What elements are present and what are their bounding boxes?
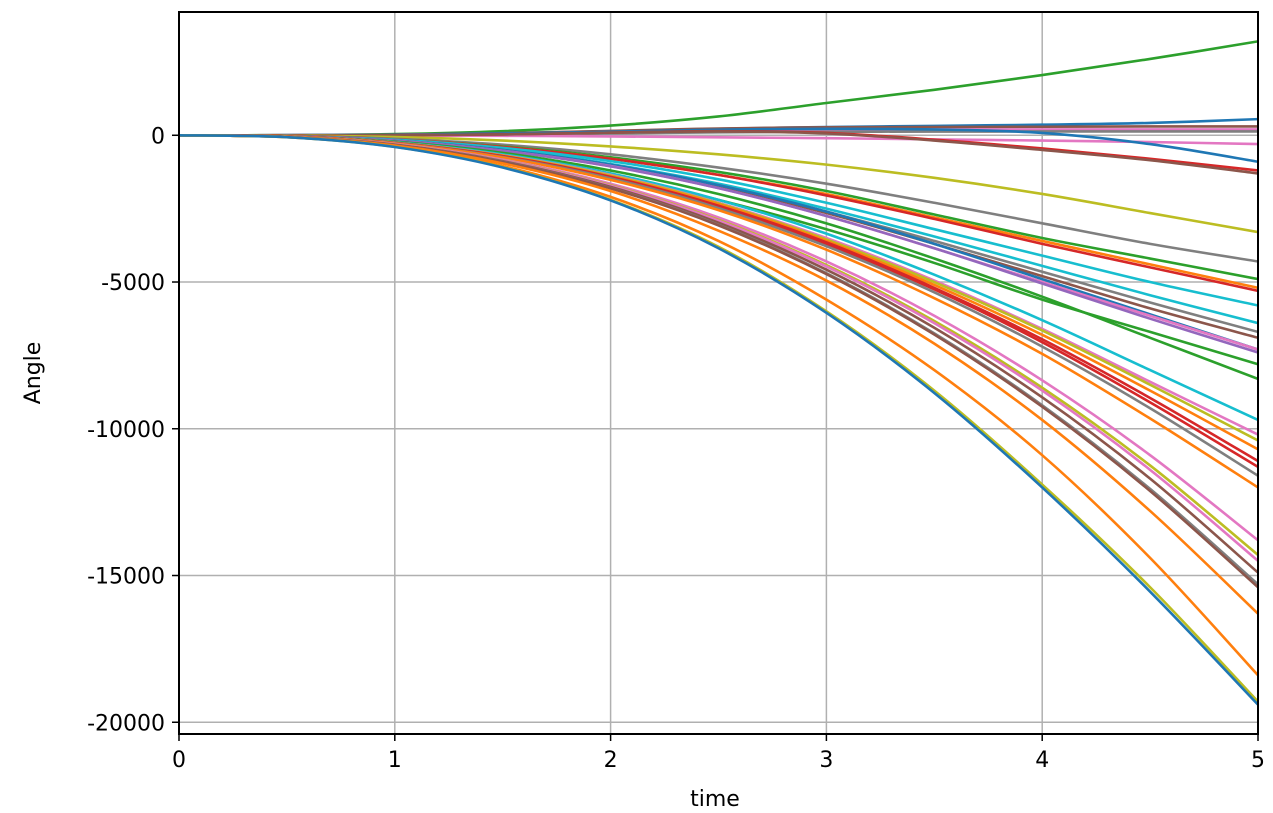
x-axis-label: time [690, 787, 740, 812]
y-axis-ticks: 0 -5000 -10000 -15000 -20000 [87, 124, 179, 736]
x-tick-label: 2 [604, 748, 618, 773]
series-line [179, 40, 1258, 137]
y-axis-label: Angle [21, 342, 46, 405]
x-tick-label: 5 [1251, 748, 1265, 773]
x-axis-ticks: 0 1 2 3 4 5 [172, 734, 1265, 773]
y-tick-label: -15000 [87, 565, 165, 590]
y-tick-label: -5000 [101, 271, 165, 296]
series-line [179, 133, 1258, 325]
x-tick-label: 0 [172, 748, 186, 773]
series-line [179, 133, 1258, 293]
x-tick-label: 4 [1035, 748, 1049, 773]
x-tick-label: 1 [388, 748, 402, 773]
series-group [179, 40, 1258, 706]
y-tick-label: -20000 [87, 711, 165, 736]
y-tick-label: -10000 [87, 418, 165, 443]
series-line [179, 133, 1258, 542]
plot-frame [178, 11, 1259, 735]
series-line [179, 133, 1258, 340]
series-line [179, 133, 1258, 290]
x-tick-label: 3 [819, 748, 833, 773]
series-line [179, 133, 1258, 706]
y-tick-label: 0 [151, 124, 165, 149]
